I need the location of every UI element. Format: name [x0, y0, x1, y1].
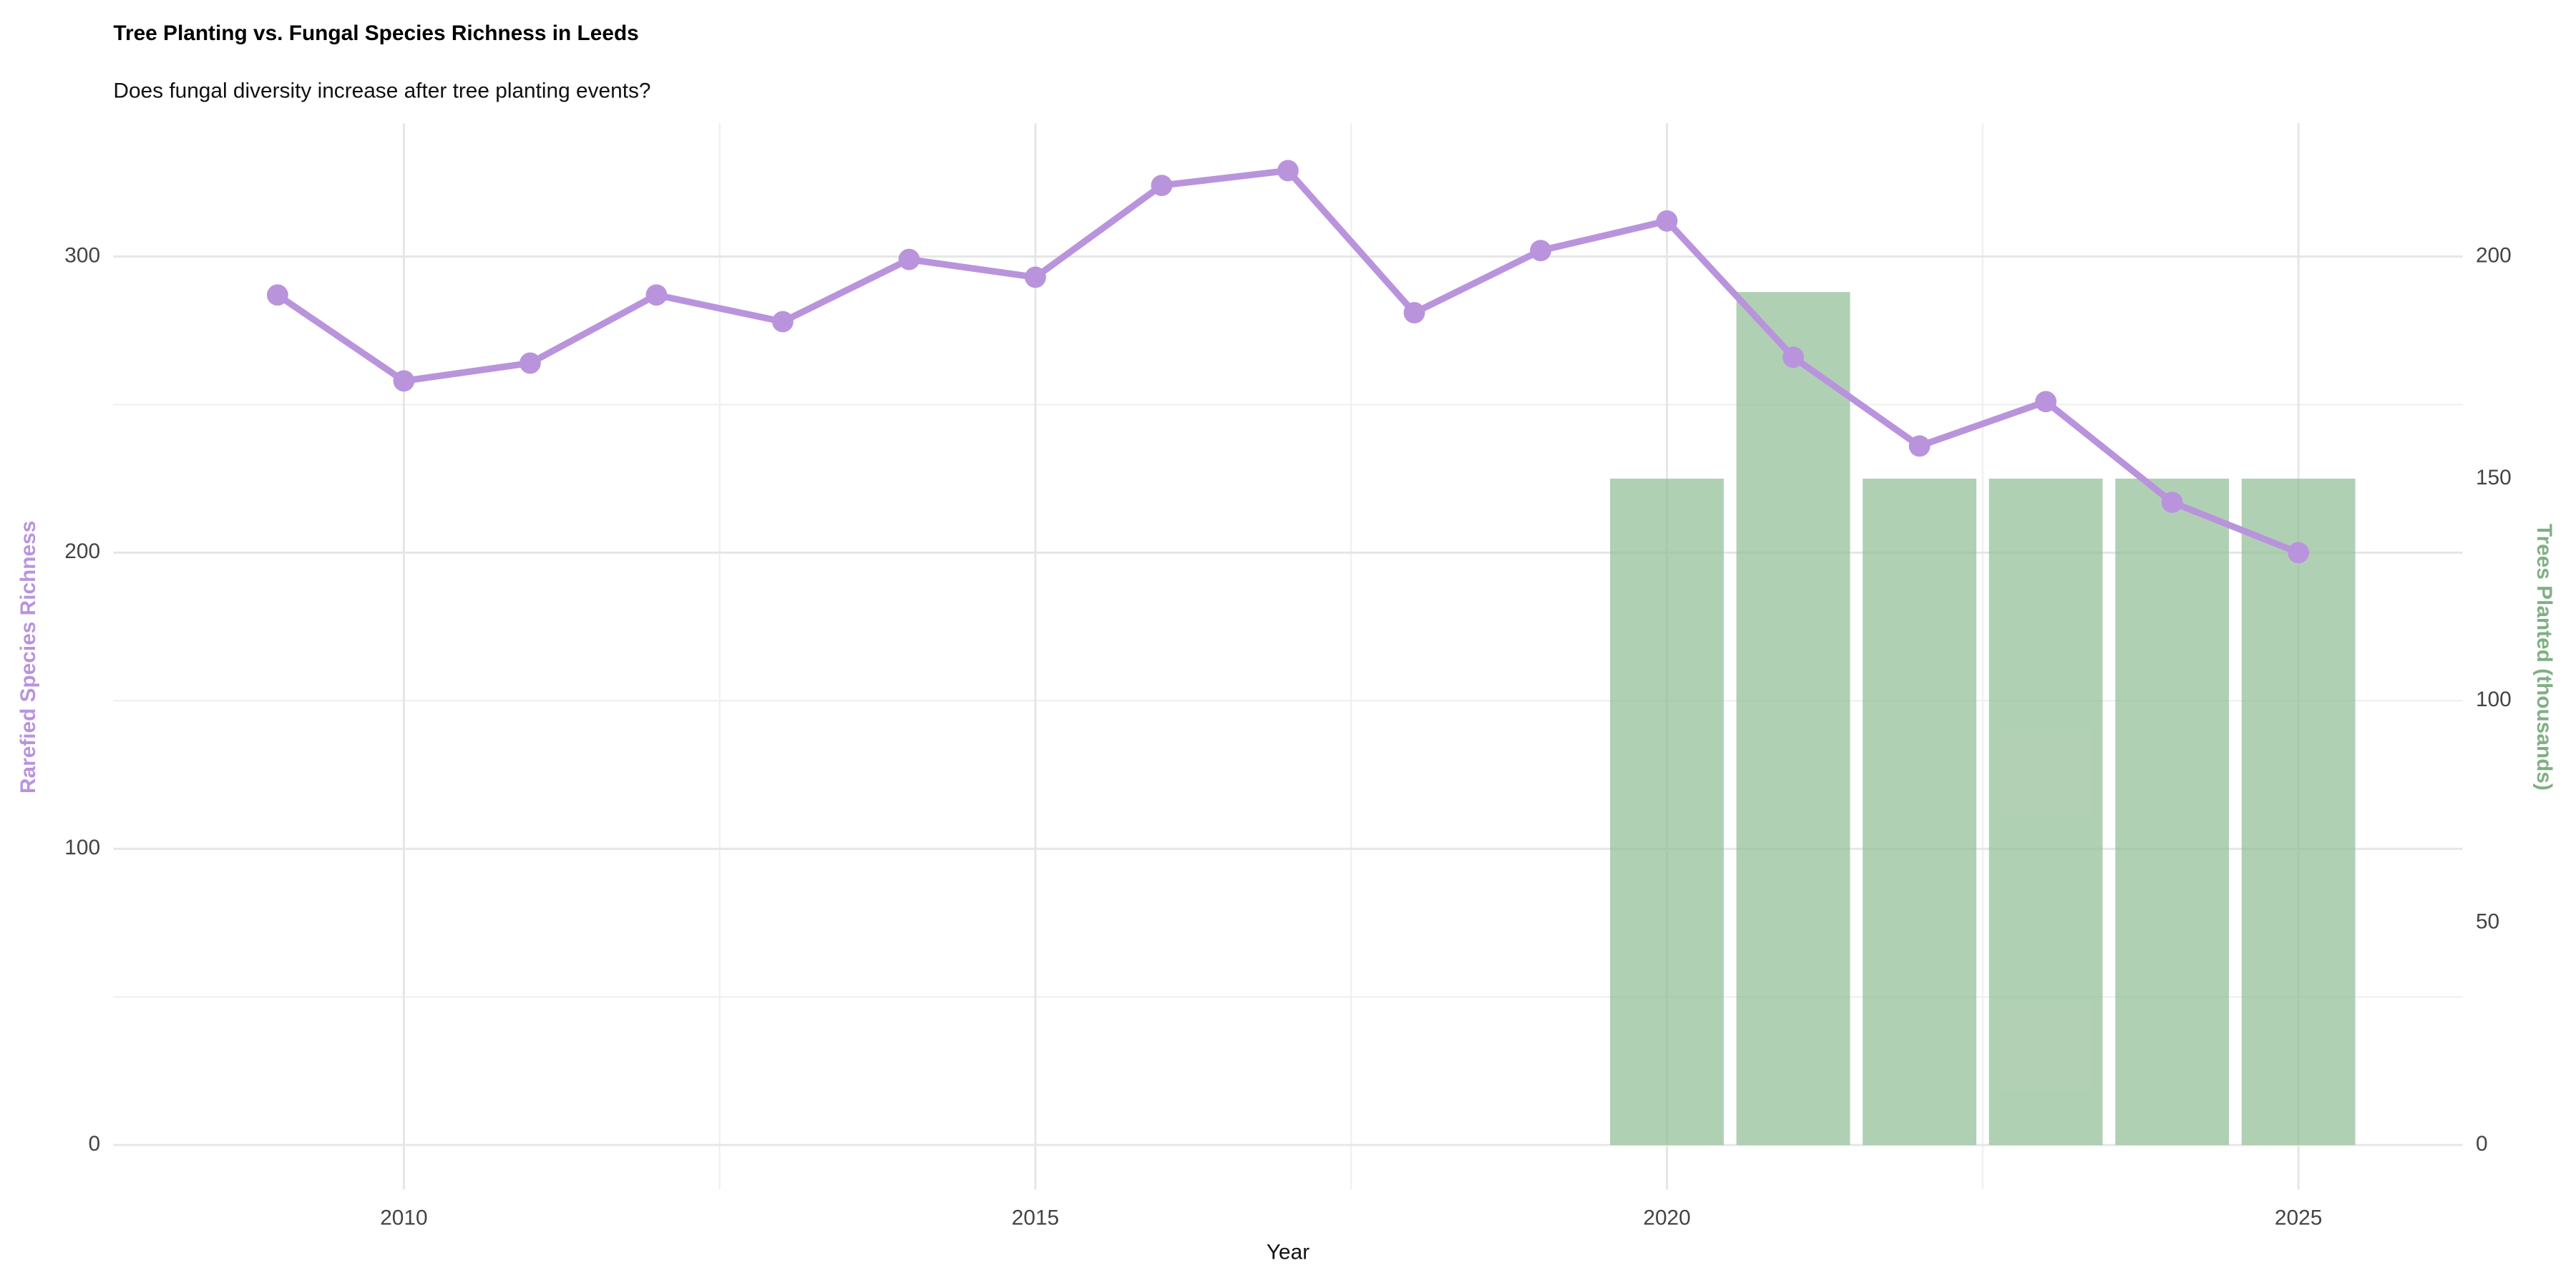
- y-axis-label: Rarefied Species Richness: [16, 521, 40, 794]
- y2-tick-label: 150: [2476, 466, 2512, 489]
- x-tick-label: 2015: [1012, 1206, 1059, 1229]
- y-tick-label: 0: [88, 1132, 100, 1156]
- point: [519, 352, 541, 374]
- point: [772, 311, 794, 333]
- y2-axis-label: Trees Planted (thousands): [2532, 524, 2556, 791]
- bar: [1989, 478, 2103, 1146]
- point: [1403, 302, 1425, 324]
- y2-tick-label: 100: [2476, 688, 2512, 711]
- bar: [2241, 478, 2356, 1146]
- point: [2035, 391, 2057, 413]
- bar: [1736, 292, 1850, 1146]
- chart-title: Tree Planting vs. Fungal Species Richnes…: [113, 21, 638, 45]
- point: [1151, 175, 1173, 197]
- point: [266, 284, 288, 306]
- chart-subtitle: Does fungal diversity increase after tre…: [113, 79, 650, 102]
- x-tick-label: 2025: [2275, 1206, 2322, 1229]
- bar: [1863, 478, 1977, 1146]
- y2-tick-label: 200: [2476, 243, 2512, 267]
- x-axis-label: Year: [1267, 1241, 1309, 1264]
- y2-tick-label: 0: [2476, 1132, 2488, 1156]
- point: [1277, 160, 1299, 182]
- bar: [1610, 478, 1724, 1146]
- y-tick-label: 100: [64, 836, 100, 859]
- point: [1782, 346, 1804, 369]
- point: [2161, 492, 2183, 513]
- point: [2288, 542, 2310, 564]
- point: [1656, 210, 1678, 232]
- x-tick-label: 2010: [380, 1206, 427, 1229]
- point: [1908, 435, 1931, 457]
- point: [645, 284, 668, 306]
- point: [1025, 266, 1046, 288]
- y2-tick-label: 50: [2476, 910, 2499, 934]
- x-tick-label: 2020: [1643, 1206, 1690, 1229]
- y-tick-label: 300: [64, 243, 100, 267]
- point: [393, 370, 415, 392]
- point: [1530, 240, 1551, 262]
- bar: [2115, 478, 2230, 1146]
- point: [898, 248, 920, 270]
- y-tick-label: 200: [64, 540, 100, 563]
